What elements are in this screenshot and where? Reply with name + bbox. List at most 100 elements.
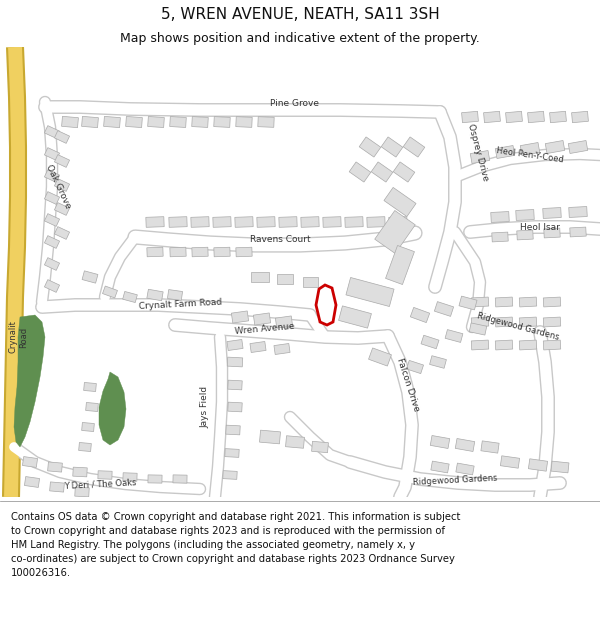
Polygon shape [44, 169, 59, 182]
Polygon shape [75, 487, 89, 497]
Polygon shape [492, 232, 508, 242]
Text: Osprey Drive: Osprey Drive [466, 122, 490, 182]
Polygon shape [484, 111, 500, 123]
Polygon shape [225, 449, 239, 458]
Text: 5, WREN AVENUE, NEATH, SA11 3SH: 5, WREN AVENUE, NEATH, SA11 3SH [161, 7, 439, 22]
Polygon shape [389, 217, 407, 227]
Polygon shape [192, 116, 208, 128]
Polygon shape [83, 382, 97, 391]
Text: Ridgewood Gardens: Ridgewood Gardens [476, 312, 560, 342]
Polygon shape [345, 217, 363, 227]
Polygon shape [279, 217, 297, 227]
Polygon shape [99, 372, 126, 445]
Polygon shape [62, 116, 79, 128]
Polygon shape [516, 209, 534, 221]
Polygon shape [55, 227, 70, 239]
Polygon shape [519, 297, 537, 307]
Polygon shape [393, 162, 415, 182]
Polygon shape [430, 356, 446, 368]
Polygon shape [495, 340, 513, 350]
Polygon shape [214, 117, 230, 128]
Polygon shape [103, 286, 118, 298]
Text: Oak Grove: Oak Grove [44, 164, 72, 211]
Polygon shape [47, 462, 62, 472]
Polygon shape [459, 296, 477, 310]
Polygon shape [481, 441, 499, 453]
Polygon shape [257, 217, 275, 227]
Polygon shape [471, 297, 489, 307]
Polygon shape [146, 217, 164, 227]
Polygon shape [123, 472, 137, 481]
Polygon shape [14, 315, 45, 447]
Text: Crynalt Farm Road: Crynalt Farm Road [138, 298, 222, 311]
Polygon shape [570, 227, 586, 237]
Polygon shape [543, 317, 561, 327]
Polygon shape [311, 441, 328, 452]
Polygon shape [82, 116, 98, 128]
Polygon shape [44, 148, 59, 161]
Polygon shape [375, 211, 415, 254]
Polygon shape [253, 313, 271, 325]
Polygon shape [227, 357, 243, 367]
Polygon shape [82, 271, 98, 283]
Polygon shape [410, 308, 430, 322]
Polygon shape [260, 430, 280, 444]
Polygon shape [125, 116, 142, 128]
Polygon shape [491, 211, 509, 222]
Polygon shape [274, 344, 290, 354]
Polygon shape [104, 116, 121, 128]
Polygon shape [98, 471, 112, 479]
Polygon shape [286, 436, 304, 448]
Text: Map shows position and indicative extent of the property.: Map shows position and indicative extent… [120, 32, 480, 45]
Polygon shape [461, 111, 478, 123]
Polygon shape [495, 317, 513, 327]
Text: Y Deri / The Oaks: Y Deri / The Oaks [64, 478, 136, 491]
Polygon shape [122, 291, 137, 302]
Polygon shape [236, 117, 252, 128]
Polygon shape [275, 316, 293, 328]
Polygon shape [192, 248, 208, 257]
Polygon shape [226, 425, 240, 435]
Polygon shape [55, 154, 70, 168]
Polygon shape [527, 111, 544, 123]
Polygon shape [469, 323, 487, 335]
Polygon shape [170, 116, 186, 128]
Polygon shape [421, 335, 439, 349]
Polygon shape [167, 289, 182, 301]
Polygon shape [214, 248, 230, 257]
Polygon shape [500, 456, 520, 468]
Polygon shape [323, 217, 341, 227]
Polygon shape [50, 482, 64, 492]
Polygon shape [368, 348, 391, 366]
Text: Heol Pen-Y-Coed: Heol Pen-Y-Coed [496, 146, 564, 164]
Polygon shape [550, 111, 566, 123]
Polygon shape [381, 137, 403, 157]
Polygon shape [517, 230, 533, 240]
Polygon shape [495, 146, 515, 159]
Text: Ridgewood Gardens: Ridgewood Gardens [412, 473, 497, 487]
Polygon shape [367, 217, 385, 227]
Text: Wren Avenue: Wren Avenue [235, 322, 295, 336]
Polygon shape [258, 117, 274, 128]
Polygon shape [148, 475, 162, 483]
Polygon shape [506, 111, 523, 123]
Text: Heol Isar: Heol Isar [520, 222, 560, 231]
Polygon shape [191, 217, 209, 227]
Polygon shape [403, 137, 425, 157]
Polygon shape [529, 459, 548, 471]
Polygon shape [359, 137, 381, 157]
Polygon shape [431, 461, 449, 473]
Polygon shape [44, 214, 59, 226]
Polygon shape [147, 289, 163, 301]
Polygon shape [445, 329, 463, 342]
Polygon shape [227, 339, 243, 351]
Polygon shape [455, 439, 475, 451]
Polygon shape [173, 475, 187, 483]
Text: Ravens Court: Ravens Court [250, 236, 310, 244]
Polygon shape [213, 217, 231, 227]
Polygon shape [386, 246, 415, 284]
Polygon shape [55, 202, 70, 216]
Polygon shape [228, 402, 242, 412]
Polygon shape [277, 274, 293, 284]
Polygon shape [73, 467, 87, 477]
